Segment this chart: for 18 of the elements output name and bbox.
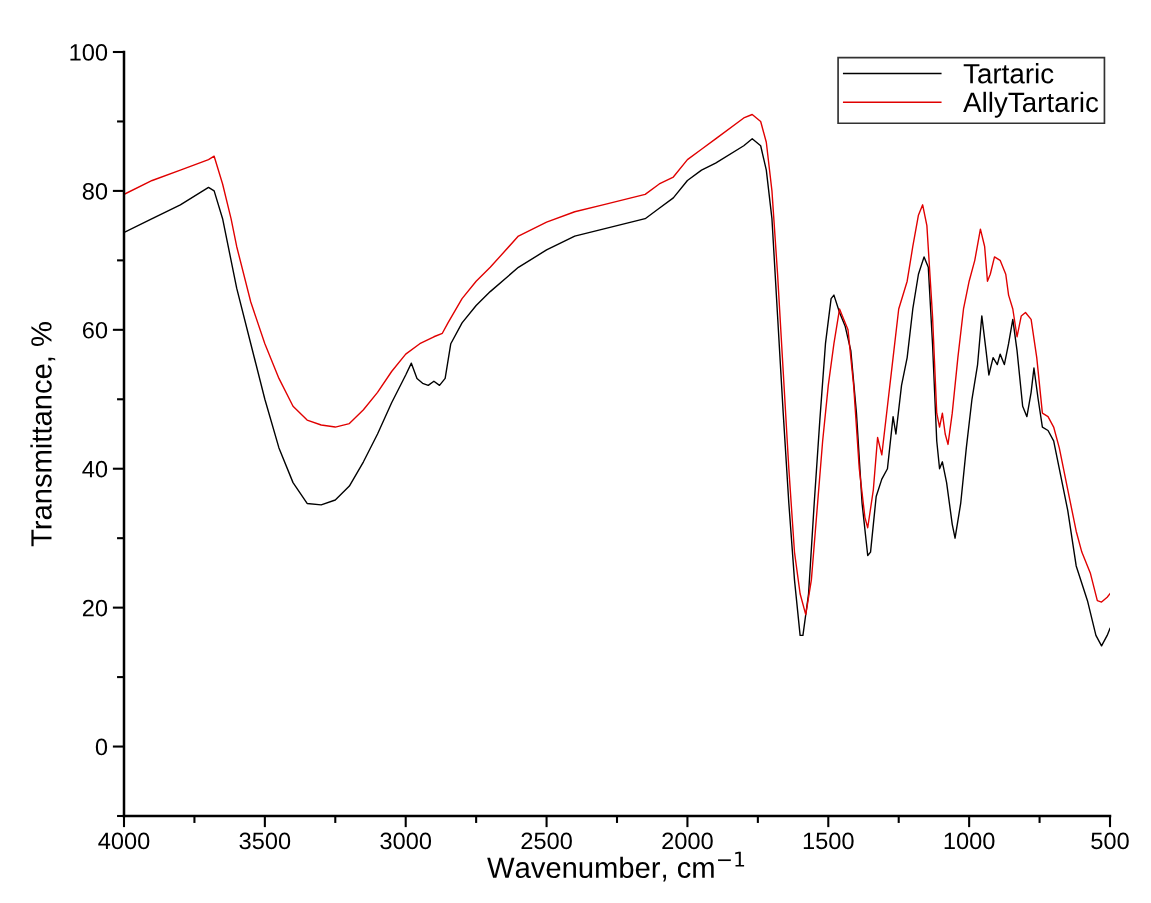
x-tick-label: 4000: [98, 832, 150, 850]
x-tick-label: 1000: [944, 832, 995, 850]
y-tick-label: 100: [70, 44, 108, 61]
y-tick-label: 20: [82, 599, 108, 617]
y-tick-label: 40: [82, 460, 108, 478]
x-axis-title: Wavenumber, cm$^{−1}$: [487, 851, 745, 882]
y-tick-label: 60: [82, 321, 108, 339]
y-tick-label: 80: [82, 182, 108, 200]
legend-label: Tartaric: [963, 63, 1054, 84]
x-tick-label: 3500: [239, 832, 291, 850]
x-tick-label: 500: [1091, 832, 1129, 850]
x-tick-label: 3000: [380, 832, 432, 850]
y-tick-label: 0: [95, 738, 108, 756]
x-tick-label: 1500: [803, 832, 854, 850]
legend-label: AllyTartaric: [963, 91, 1099, 118]
y-axis-title: Transmittance, %: [30, 322, 56, 547]
x-tick-label: 2000: [662, 832, 713, 850]
x-tick-label: 2500: [521, 832, 572, 850]
